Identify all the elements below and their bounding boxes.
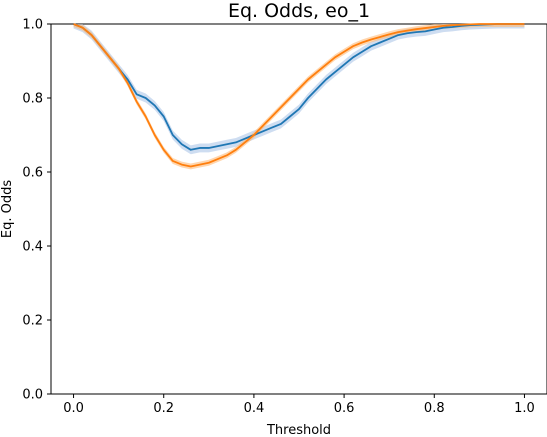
y-axis-label: Eq. Odds [0,180,15,238]
x-tick-label: 0.0 [63,401,84,416]
series-lines [73,23,525,168]
x-axis-label: Threshold [266,423,331,437]
series-2-line [73,23,525,168]
chart-title: Eq. Odds, eo_1 [228,0,370,22]
plot-frame [50,23,547,395]
x-tick-label: 1.0 [514,401,535,416]
y-tick-label: 0.0 [22,388,43,403]
y-tick-label: 0.4 [22,240,43,255]
series-1-line [73,23,525,151]
x-tick-label: 0.2 [153,401,174,416]
x-axis-ticks: 0.0 0.2 0.4 0.6 0.8 1.0 [63,394,535,416]
x-tick-label: 0.6 [334,401,355,416]
y-axis-ticks: 0.0 0.2 0.4 0.6 0.8 1.0 [22,18,51,403]
y-tick-label: 0.8 [22,92,43,107]
y-tick-label: 0.2 [22,314,43,329]
y-tick-label: 1.0 [22,18,43,33]
x-tick-label: 0.4 [244,401,265,416]
y-tick-label: 0.6 [22,166,43,181]
x-tick-label: 0.8 [424,401,445,416]
plot-area [50,23,547,395]
